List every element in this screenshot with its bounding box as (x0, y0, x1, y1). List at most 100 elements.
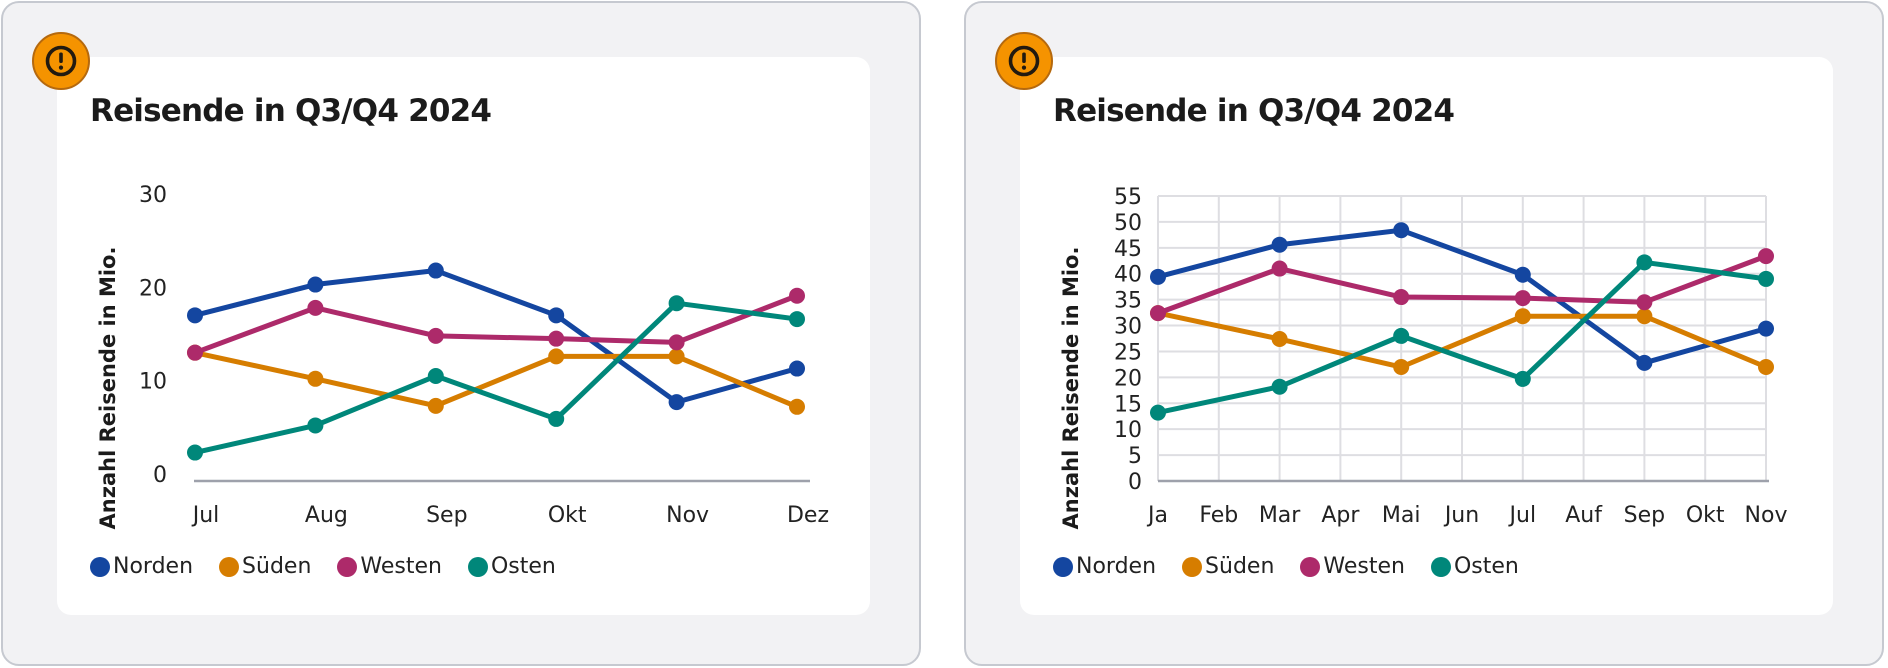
legend-dot-icon (219, 556, 240, 577)
data-point-norden (1393, 222, 1410, 239)
x-tick-label: Okt (548, 503, 587, 528)
y-tick-label: 30 (139, 183, 167, 208)
series-norden (1150, 222, 1774, 371)
data-point-norden (789, 360, 805, 377)
y-tick-label: 35 (1114, 289, 1142, 314)
data-point-westen (1514, 290, 1531, 307)
data-point-osten (548, 410, 565, 427)
x-tick-label: Jul (191, 503, 220, 528)
legend-dot-icon (90, 556, 110, 577)
x-tick-label: Auf (1565, 503, 1603, 528)
line-osten (1155, 259, 1769, 416)
legend-item-osten: Osten (467, 554, 556, 579)
data-point-osten (789, 311, 805, 328)
y-tick-label: 25 (1114, 340, 1142, 365)
y-tick-label: 20 (1114, 366, 1142, 391)
warning-badge (32, 32, 90, 90)
legend-label: Osten (1453, 554, 1519, 579)
x-tick-label: Dez (787, 503, 829, 528)
legend-item-s-den: Süden (219, 554, 311, 579)
x-tick-label: Aug (305, 503, 348, 528)
data-point-s-den (1636, 308, 1653, 325)
data-point-s-den (1393, 359, 1410, 375)
legend-item-westen: Westen (337, 554, 442, 579)
data-point-westen (307, 299, 324, 316)
data-point-s-den (789, 398, 805, 415)
x-tick-label: Okt (1686, 503, 1725, 528)
line-westen (1155, 253, 1769, 316)
chart-panel-right: Reisende in Q3/Q4 2024 Anzahl Reisende i… (964, 1, 1884, 666)
data-point-osten (1271, 378, 1288, 395)
x-tick-label: Feb (1199, 503, 1238, 528)
data-point-norden (1514, 266, 1531, 283)
chart-panel-left: Reisende in Q3/Q4 2024 Anzahl Reisende i… (1, 1, 921, 666)
chart-legend: Norden Süden Westen Osten (1053, 554, 1519, 579)
legend-dot-icon (1430, 556, 1451, 577)
data-point-norden (427, 262, 444, 279)
data-point-osten (307, 417, 324, 434)
data-point-s-den (1758, 359, 1774, 375)
y-tick-label: 55 (1114, 185, 1142, 210)
x-tick-label: Ja (1146, 503, 1168, 528)
legend-item-norden: Norden (1053, 554, 1156, 579)
y-tick-label: 40 (1114, 263, 1142, 288)
series-norden (187, 262, 805, 411)
data-point-westen (1271, 260, 1288, 277)
data-point-westen (789, 287, 805, 304)
series-s-den (187, 344, 805, 415)
line-osten (192, 300, 800, 456)
data-point-norden (548, 307, 565, 324)
chart-legend: Norden Süden Westen Osten (90, 554, 556, 579)
data-point-westen (1393, 289, 1410, 306)
data-point-norden (1636, 354, 1653, 371)
x-tick-label: Nov (666, 503, 709, 528)
y-tick-label: 45 (1114, 237, 1142, 262)
data-point-s-den (1514, 308, 1531, 325)
y-tick-label: 20 (139, 276, 167, 301)
legend-item-westen: Westen (1300, 554, 1405, 579)
legend-item-s-den: Süden (1182, 554, 1274, 579)
data-point-osten (1758, 270, 1774, 287)
warning-badge (995, 32, 1053, 90)
line-chart-left: 0 10 20 30 Jul Aug Sep Okt Nov Dez (139, 183, 829, 528)
legend-item-norden: Norden (90, 554, 193, 579)
data-point-osten (668, 295, 685, 312)
x-tick-label: Apr (1321, 503, 1360, 528)
line-norden (1155, 227, 1769, 366)
chart-card-right: Reisende in Q3/Q4 2024 Anzahl Reisende i… (1020, 57, 1833, 615)
data-point-osten (1393, 327, 1410, 344)
data-point-osten (1514, 370, 1531, 387)
line-s-den (192, 350, 800, 410)
data-point-norden (668, 394, 685, 411)
legend-label: Norden (113, 554, 194, 579)
x-tick-label: Mai (1382, 503, 1421, 528)
y-tick-label: 10 (1114, 418, 1142, 443)
y-tick-label: 30 (1114, 315, 1142, 340)
data-point-s-den (427, 397, 444, 414)
warning-exclamation-icon (1008, 45, 1040, 77)
y-tick-label: 0 (153, 463, 167, 488)
y-tick-label: 5 (1128, 444, 1142, 469)
data-point-norden (1758, 320, 1774, 337)
legend-dot-icon (1300, 556, 1321, 577)
legend-label: Osten (490, 554, 556, 579)
data-point-osten (187, 444, 203, 461)
legend-item-osten: Osten (1430, 554, 1519, 579)
x-tick-label: Mar (1259, 503, 1301, 528)
data-point-osten (427, 368, 444, 384)
data-point-westen (427, 327, 444, 344)
data-point-westen (1758, 248, 1774, 265)
data-point-norden (187, 307, 203, 324)
line-norden (192, 268, 800, 405)
legend-label: Westen (360, 554, 442, 579)
data-point-s-den (668, 348, 685, 365)
chart-card-left: Reisende in Q3/Q4 2024 Anzahl Reisende i… (57, 57, 870, 615)
chart-title: Reisende in Q3/Q4 2024 (1053, 93, 1455, 129)
y-tick-label: 0 (1128, 470, 1142, 495)
legend-dot-icon (337, 556, 358, 577)
data-point-westen (548, 330, 565, 347)
legend-dot-icon (1182, 556, 1203, 577)
data-point-westen (1150, 305, 1166, 322)
chart-title: Reisende in Q3/Q4 2024 (90, 93, 492, 129)
legend-label: Westen (1323, 554, 1405, 579)
